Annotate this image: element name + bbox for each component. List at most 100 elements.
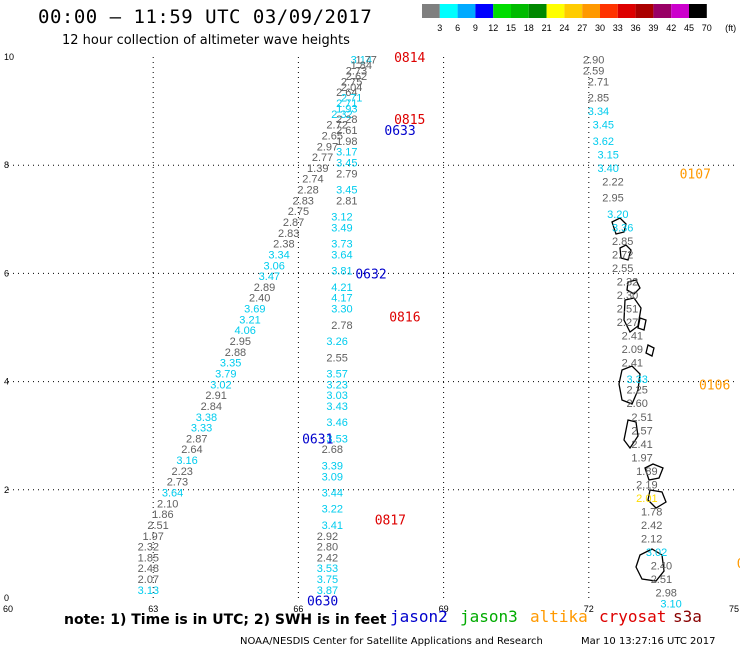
track-label: 0815: [394, 113, 425, 128]
data-point-label: 1.89: [636, 466, 657, 478]
legend-tick-label: 24: [559, 23, 569, 33]
data-point-label: 3.44: [322, 488, 343, 500]
sat-label-jason2: jason2: [390, 607, 448, 626]
data-point-label: 2.61: [336, 125, 357, 137]
legend-swatch: [511, 4, 529, 18]
legend-swatch: [493, 4, 511, 18]
data-point-label: 2.78: [331, 320, 352, 332]
data-point-label: 2.81: [336, 195, 357, 207]
data-point-label: 2.48: [138, 563, 159, 575]
data-point-label: 2.12: [641, 533, 662, 545]
data-point-label: 3.53: [317, 563, 338, 575]
data-point-label: 2.98: [656, 588, 677, 600]
island-outline: [611, 217, 627, 235]
data-point-label: 2.91: [205, 390, 226, 402]
data-point-label: 2.10: [157, 498, 178, 510]
data-point-label: 2.75: [341, 76, 362, 88]
x-tick-label: 72: [584, 604, 594, 614]
data-point-label: 2.73: [167, 477, 188, 489]
track-label: 0107: [680, 167, 711, 182]
legend-swatch: [546, 4, 565, 18]
data-point-label: 2.28: [297, 185, 318, 197]
data-point-label: 3.46: [326, 417, 347, 429]
data-point-label: 3.20: [607, 209, 628, 221]
island-outline: [644, 463, 664, 481]
data-point-label: 2.07: [138, 574, 159, 586]
data-point-label: 2.41: [622, 358, 643, 370]
data-point-label: 2.09: [622, 344, 643, 356]
legend-swatch: [582, 4, 600, 18]
data-point-label: 3.17: [336, 147, 357, 159]
footer-org: NOAA/NESDIS Center for Satellite Applica…: [240, 636, 543, 647]
island-outlines: [611, 217, 667, 582]
data-point-label: 2.30: [617, 290, 638, 302]
footer-note: note: 1) Time is in UTC; 2) SWH is in fe…: [64, 612, 387, 628]
data-point-label: 2.27: [617, 317, 638, 329]
x-tick-label: 75: [729, 604, 739, 614]
data-point-label: 2.57: [631, 425, 652, 437]
data-point-label: 3.81: [331, 266, 352, 278]
island-outline: [618, 365, 641, 405]
data-point-label: 2.92: [317, 531, 338, 543]
data-point-label: 2.73: [346, 66, 367, 78]
data-point-label: 2.51: [617, 304, 638, 316]
legend-swatch: [457, 4, 476, 18]
data-point-label: 2.89: [254, 282, 275, 294]
data-point-label: 2.59: [583, 66, 604, 78]
data-point-label: 2.25: [626, 385, 647, 397]
data-point-label: 2.40: [651, 561, 672, 573]
data-labels: 3.132.072.481.852.321.972.511.862.103.64…: [138, 51, 740, 610]
track-label: 0633: [384, 124, 415, 139]
track-label: 0630: [307, 595, 338, 610]
sat-label-s3a: s3a: [673, 607, 702, 626]
legend-tick-label: 27: [577, 23, 587, 33]
data-point-label: 3.49: [331, 222, 352, 234]
data-point-label: 3.35: [220, 358, 241, 370]
data-point-label: 2.40: [249, 293, 270, 305]
color-legend: 3 6 9 12 15 18 21 24 27 30 33 36 39 42 45 70 (ft): [422, 4, 736, 33]
track-label: 0631: [302, 432, 333, 447]
legend-tick-label: 45: [684, 23, 694, 33]
data-point-label: 2.28: [336, 114, 357, 126]
axis-ticks: 60 63 66 69 72 75 0 2 4 6 8 10: [3, 52, 739, 614]
data-point-label: 3.23: [326, 379, 347, 391]
y-tick-label: 2: [4, 485, 9, 495]
data-point-label: 2.42: [641, 520, 662, 532]
legend-tick-label: (ft): [725, 23, 736, 33]
footer-timestamp: Mar 10 13:27:16 UTC 2017: [581, 636, 716, 647]
data-point-label: 2.75: [288, 206, 309, 218]
data-point-label: 2.04: [341, 82, 362, 94]
data-point-label: 2.42: [317, 552, 338, 564]
legend-tick-label: 15: [506, 23, 516, 33]
data-point-label: 2.90: [583, 55, 604, 67]
data-point-label: 2.83: [293, 195, 314, 207]
data-point-label: 4.17: [331, 293, 352, 305]
data-point-label: 3.36: [612, 222, 633, 234]
legend-swatch: [653, 4, 672, 18]
legend-tick-label: 18: [524, 23, 534, 33]
legend-swatch: [671, 4, 689, 18]
data-point-label: 2.77: [312, 152, 333, 164]
data-point-label: 2.38: [273, 239, 294, 251]
data-point-label: 3.02: [210, 379, 231, 391]
legend-swatch: [528, 4, 547, 18]
data-point-label: 1.85: [138, 552, 159, 564]
chart-title: 00:00 – 11:59 UTC 03/09/2017: [38, 6, 373, 28]
island-outline: [645, 344, 655, 357]
data-point-label: 2.71: [336, 98, 357, 110]
data-point-label: 3.09: [322, 471, 343, 483]
data-point-label: 2.79: [336, 168, 357, 180]
y-tick-label: 4: [4, 377, 9, 387]
data-point-label: 3.21: [239, 314, 260, 326]
data-point-label: 3.73: [331, 239, 352, 251]
sat-label-jason3: jason3: [460, 607, 518, 626]
data-point-label: 2.64: [181, 444, 202, 456]
data-point-label: 1.98: [336, 136, 357, 148]
data-point-label: 2.95: [602, 193, 623, 205]
data-point-label: 3.26: [326, 336, 347, 348]
data-point-label: 2.22: [602, 176, 623, 188]
data-point-label: 2.87: [186, 433, 207, 445]
data-point-label: 3.45: [336, 185, 357, 197]
data-point-label: 2.32: [617, 277, 638, 289]
data-point-label: 3.12: [331, 212, 352, 224]
